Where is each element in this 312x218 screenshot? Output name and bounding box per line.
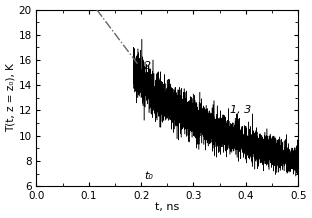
X-axis label: t, ns: t, ns — [155, 203, 179, 213]
Y-axis label: T(t, z = z₀), K: T(t, z = z₀), K — [6, 63, 16, 132]
Text: t₀: t₀ — [144, 171, 154, 181]
Text: 1, 3: 1, 3 — [230, 105, 251, 115]
Text: 2: 2 — [144, 61, 151, 71]
